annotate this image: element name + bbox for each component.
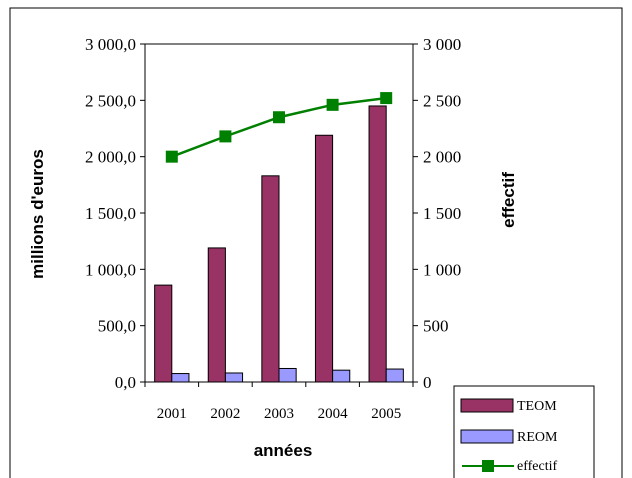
legend-swatch-teom <box>460 398 514 413</box>
label-layer: millions d'euros effectif années <box>28 149 518 460</box>
y2-tick-label: 1 500 <box>423 204 461 223</box>
y-tick-label: 3 000,0 <box>85 35 136 54</box>
bar-reom-2004 <box>332 369 351 383</box>
y2-tick-label: 500 <box>423 317 449 336</box>
legend-swatch-effectif-marker <box>482 460 494 472</box>
y-tick-label: 500,0 <box>98 317 136 336</box>
y2-tick-label: 2 500 <box>423 91 461 110</box>
marker-effectif-2005 <box>380 92 393 105</box>
y2-tick-label: 2 000 <box>423 148 461 167</box>
legend-swatch-reom <box>460 429 514 444</box>
y-tick-label: 1 500,0 <box>85 204 136 223</box>
bar-reom-2005 <box>385 368 404 383</box>
legend-label-effectif: effectif <box>517 459 557 474</box>
x-tick-label: 2003 <box>264 406 294 422</box>
y-tick-label: 0,0 <box>115 373 136 392</box>
legend: TEOM REOM effectif <box>453 385 595 478</box>
bar-teom-2001 <box>154 284 173 383</box>
bar-teom-2003 <box>261 175 280 383</box>
bar-reom-2003 <box>278 367 297 383</box>
x-axis-title: années <box>254 441 313 460</box>
y2-tick-label: 0 <box>423 373 432 392</box>
legend-label-teom: TEOM <box>517 399 557 414</box>
x-tick-label: 2002 <box>210 406 240 422</box>
marker-effectif-2004 <box>326 98 339 111</box>
marker-effectif-2003 <box>273 111 285 124</box>
bar-reom-2002 <box>224 372 244 383</box>
axis-layer: 0,0 500,0 1 000,0 1 500,0 2 000,0 2 500,0 3 00… <box>85 35 461 422</box>
bar-teom-2005 <box>368 105 387 383</box>
x-tick-label: 2001 <box>157 406 187 422</box>
bar-teom-2004 <box>314 134 334 383</box>
series-layer <box>154 92 404 383</box>
y-tick-label: 1 000,0 <box>85 260 136 279</box>
x-tick-label: 2005 <box>371 406 401 422</box>
y-axis-title: millions d'euros <box>28 149 47 279</box>
y2-tick-label: 1 000 <box>423 260 461 279</box>
y-tick-label: 2 000,0 <box>85 148 136 167</box>
marker-effectif-2001 <box>165 150 178 163</box>
y-tick-label: 2 500,0 <box>85 91 136 110</box>
y2-axis-title: effectif <box>499 172 518 228</box>
legend-label-reom: REOM <box>517 430 558 445</box>
y2-tick-label: 3 000 <box>423 35 461 54</box>
x-tick-label: 2004 <box>318 406 349 422</box>
bar-teom-2002 <box>207 247 226 383</box>
marker-effectif-2002 <box>219 130 232 143</box>
bar-reom-2001 <box>171 373 190 383</box>
